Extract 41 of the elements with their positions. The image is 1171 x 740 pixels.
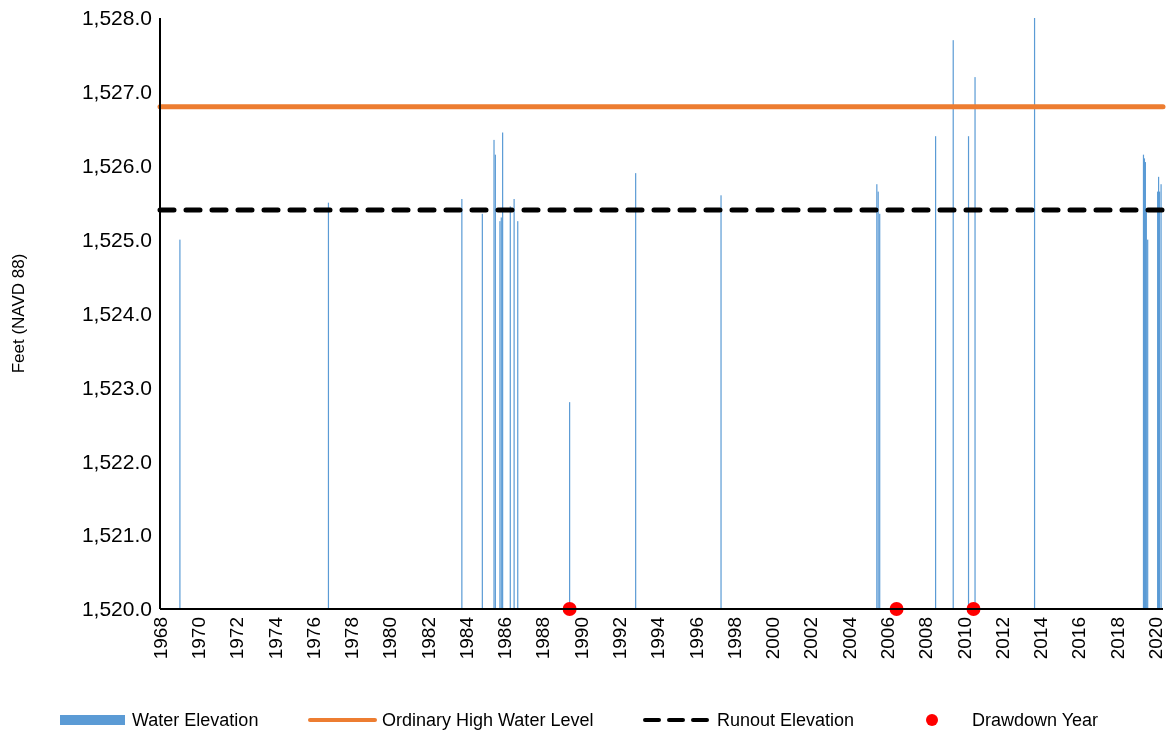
x-tick-label: 1984 [455, 616, 477, 660]
x-tick-label: 1970 [187, 617, 209, 660]
x-tick-label: 2010 [953, 617, 975, 660]
y-tick-label: 1,522.0 [81, 449, 152, 473]
x-tick-label: 2004 [838, 616, 860, 660]
x-tick-label: 1994 [647, 616, 669, 660]
x-tick-label: 1978 [341, 617, 363, 660]
x-tick-label: 1976 [302, 617, 324, 660]
y-tick-label: 1,521.0 [81, 523, 152, 547]
y-tick-label: 1,526.0 [81, 154, 152, 178]
x-tick-label: 1980 [379, 617, 401, 660]
x-tick-label: 2014 [1030, 616, 1052, 660]
x-tick-label: 1988 [532, 617, 554, 660]
x-tick-label: 1998 [723, 617, 745, 660]
legend-label: Drawdown Year [972, 710, 1099, 731]
x-tick-label: 1982 [417, 617, 439, 660]
x-tick-label: 2000 [762, 617, 784, 660]
y-axis-title: Feet (NAVD 88) [9, 253, 28, 374]
legend-label: Runout Elevation [717, 710, 855, 731]
y-tick-label: 1,523.0 [81, 375, 152, 399]
y-tick-label: 1,520.0 [81, 597, 152, 621]
x-tick-label: 2008 [915, 617, 937, 660]
x-tick-label: 1986 [494, 617, 516, 660]
x-tick-label: 1992 [609, 617, 631, 660]
x-tick-label: 2012 [991, 617, 1013, 660]
x-tick-label: 2006 [877, 617, 899, 660]
y-tick-label: 1,527.0 [81, 80, 152, 104]
x-tick-label: 1968 [149, 617, 171, 660]
x-tick-label: 1990 [570, 617, 592, 660]
y-tick-label: 1,525.0 [81, 227, 152, 251]
x-tick-label: 1974 [264, 616, 286, 660]
x-tick-label: 2020 [1144, 617, 1166, 660]
x-tick-label: 1996 [685, 617, 707, 660]
y-tick-label: 1,528.0 [81, 6, 152, 30]
legend-label: Ordinary High Water Level [382, 710, 594, 731]
x-tick-label: 2018 [1106, 617, 1128, 660]
y-tick-label: 1,524.0 [81, 301, 152, 325]
legend-label: Water Elevation [132, 710, 259, 731]
x-tick-label: 2002 [800, 617, 822, 660]
x-tick-label: 2016 [1068, 617, 1090, 660]
x-tick-label: 1972 [226, 617, 248, 660]
